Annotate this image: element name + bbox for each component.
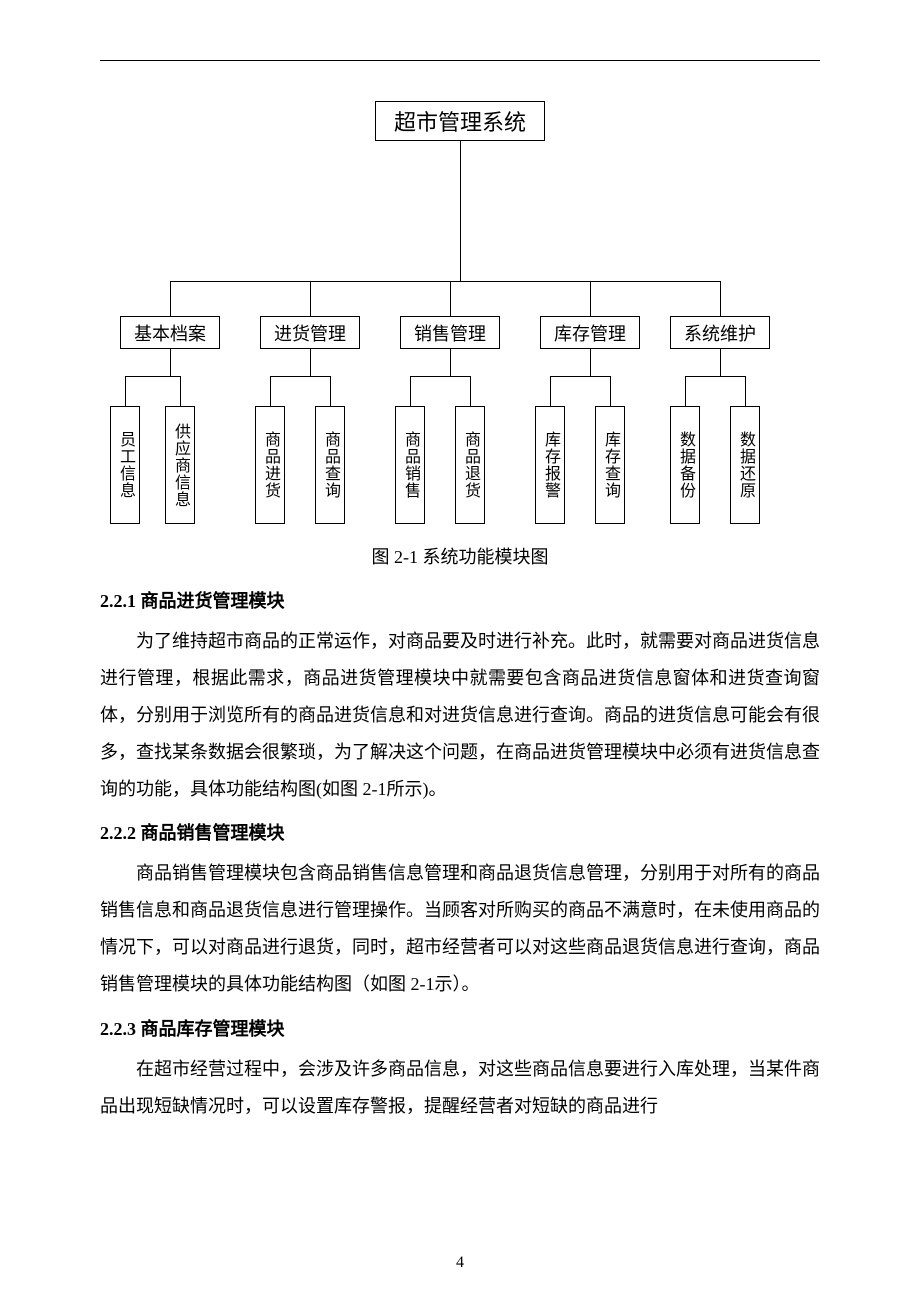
conn-leaf-drop: [180, 376, 181, 406]
conn-leaf-drop: [270, 376, 271, 406]
conn-mid-drop: [590, 281, 591, 316]
heading-2-2-1: 2.2.1 商品进货管理模块: [100, 587, 820, 613]
conn-leaf-drop: [330, 376, 331, 406]
leaf-node: 商品退货: [455, 406, 485, 524]
conn-mid-drop: [720, 281, 721, 316]
conn-leaf-drop: [685, 376, 686, 406]
para-2-2-2: 商品销售管理模块包含商品销售信息管理和商品退货信息管理，分别用于对所有的商品销售…: [100, 855, 820, 1003]
heading-2-2-2: 2.2.2 商品销售管理模块: [100, 819, 820, 845]
leaf-node: 库存查询: [595, 406, 625, 524]
conn-leaf-bus: [270, 376, 330, 377]
conn-leaf-bus: [685, 376, 745, 377]
leaf-node: 供应商信息: [165, 406, 195, 524]
leaf-node: 商品进货: [255, 406, 285, 524]
conn-leaf-drop: [550, 376, 551, 406]
conn-mid-drop: [170, 281, 171, 316]
mid-node: 进货管理: [260, 316, 360, 349]
conn-mid-to-bus: [720, 349, 721, 376]
heading-2-2-3: 2.2.3 商品库存管理模块: [100, 1015, 820, 1041]
leaf-node: 员工信息: [110, 406, 140, 524]
conn-mid-drop: [450, 281, 451, 316]
conn-mid-to-bus: [310, 349, 311, 376]
conn-root-v: [460, 141, 461, 281]
para-2-2-1: 为了维持超市商品的正常运作，对商品要及时进行补充。此时，就需要对商品进货信息进行…: [100, 623, 820, 807]
page: 超市管理系统 基本档案 进货管理 销售管理 库存管理系统维护 员工信息供应商信息 商品进…: [0, 0, 920, 1302]
root-node: 超市管理系统: [375, 101, 545, 141]
top-rule: [100, 60, 820, 61]
system-diagram: 超市管理系统 基本档案 进货管理 销售管理 库存管理系统维护 员工信息供应商信息 商品进…: [100, 101, 820, 531]
leaf-node: 商品查询: [315, 406, 345, 524]
conn-leaf-drop: [410, 376, 411, 406]
conn-mid-drop: [310, 281, 311, 316]
conn-leaf-drop: [610, 376, 611, 406]
leaf-node: 库存报警: [535, 406, 565, 524]
conn-leaf-bus: [125, 376, 180, 377]
conn-mid-to-bus: [450, 349, 451, 376]
para-2-2-3: 在超市经营过程中，会涉及许多商品信息，对这些商品信息要进行入库处理，当某件商品出…: [100, 1051, 820, 1125]
conn-leaf-drop: [745, 376, 746, 406]
conn-leaf-bus: [410, 376, 470, 377]
conn-leaf-bus: [550, 376, 610, 377]
page-number: 4: [0, 1254, 920, 1272]
mid-node: 销售管理: [400, 316, 500, 349]
mid-node: 系统维护: [670, 316, 770, 349]
mid-node: 基本档案: [120, 316, 220, 349]
figure-caption: 图 2-1 系统功能模块图: [100, 543, 820, 569]
mid-node: 库存管理: [540, 316, 640, 349]
conn-leaf-drop: [125, 376, 126, 406]
leaf-node: 数据备份: [670, 406, 700, 524]
conn-mid-to-bus: [590, 349, 591, 376]
conn-leaf-drop: [470, 376, 471, 406]
conn-mid-to-bus: [170, 349, 171, 376]
leaf-node: 商品销售: [395, 406, 425, 524]
leaf-node: 数据还原: [730, 406, 760, 524]
conn-mid-bus: [170, 281, 720, 282]
